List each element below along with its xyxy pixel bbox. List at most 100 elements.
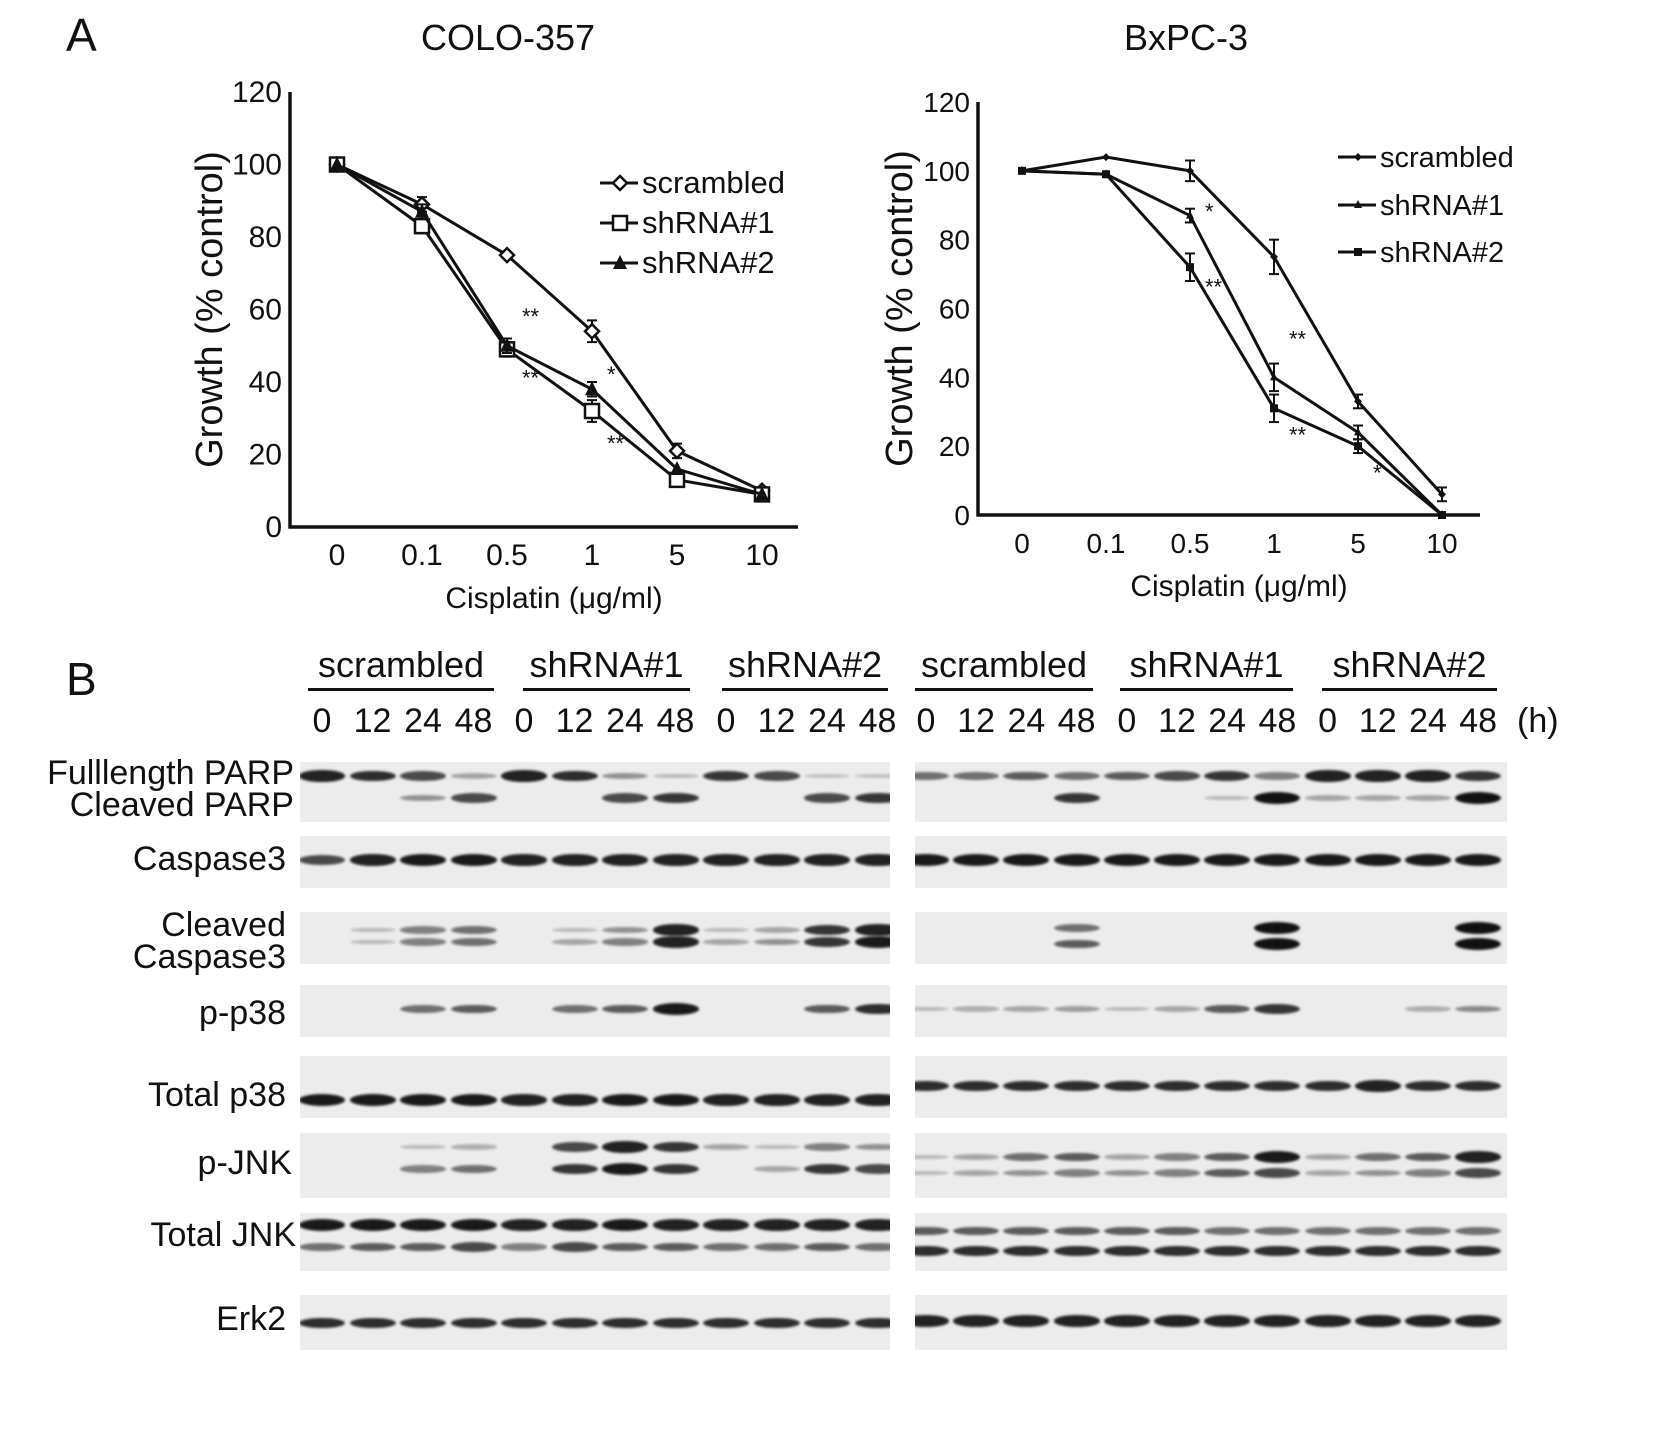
protein-band <box>915 1006 949 1012</box>
protein-band <box>854 1243 890 1251</box>
protein-band <box>602 1219 648 1231</box>
protein-band <box>450 1219 497 1231</box>
protein-band <box>602 1004 648 1014</box>
series-line <box>336 163 763 496</box>
protein-band <box>1254 772 1301 780</box>
protein-band <box>1254 854 1301 866</box>
legend-entry: shRNA#1 <box>600 205 775 240</box>
data-point <box>415 203 429 218</box>
protein-band <box>1455 1005 1502 1013</box>
series-line <box>1021 155 1444 496</box>
protein-band <box>349 927 396 933</box>
timepoint-label: 12 <box>1158 702 1196 740</box>
legend-entry: shRNA#2 <box>1338 237 1504 269</box>
protein-band <box>1003 1169 1050 1177</box>
protein-band <box>804 793 850 803</box>
significance-mark: ** <box>522 304 540 329</box>
blot-strip <box>300 1295 890 1350</box>
protein-band <box>1003 854 1050 866</box>
protein-band <box>1455 922 1502 934</box>
protein-band <box>804 773 850 779</box>
protein-band <box>1354 1080 1401 1092</box>
protein-band <box>953 1226 1000 1236</box>
protein-band <box>1405 1169 1451 1177</box>
x-tick-label: 10 <box>745 539 778 572</box>
protein-band <box>1053 1315 1100 1327</box>
protein-band <box>349 770 396 782</box>
blot-strip <box>300 836 890 888</box>
protein-band <box>1103 1169 1150 1177</box>
row-label: Total JNK <box>150 1216 297 1254</box>
protein-band <box>854 1317 890 1329</box>
protein-band <box>1405 1227 1451 1235</box>
protein-band <box>400 1242 446 1252</box>
protein-band <box>753 771 800 781</box>
protein-band <box>703 1243 749 1251</box>
protein-band <box>450 1144 497 1150</box>
protein-band <box>1455 1151 1502 1163</box>
panel-a-letter: A <box>66 9 97 61</box>
protein-band <box>1154 771 1200 781</box>
data-point <box>330 156 344 171</box>
protein-band <box>915 1315 949 1327</box>
protein-band <box>915 1080 949 1092</box>
protein-band <box>602 772 648 780</box>
protein-band <box>1304 770 1351 782</box>
protein-band <box>703 1219 749 1231</box>
protein-band <box>300 1219 345 1231</box>
protein-band <box>1053 772 1100 780</box>
protein-band <box>652 1317 699 1329</box>
protein-band <box>652 924 699 936</box>
protein-band <box>1204 1004 1251 1014</box>
protein-band <box>1204 1152 1251 1162</box>
protein-band <box>1154 1006 1200 1012</box>
legend-entry: shRNA#2 <box>600 245 775 280</box>
protein-band <box>1354 1169 1401 1177</box>
data-point <box>1270 404 1278 413</box>
timepoint-label: 24 <box>1007 702 1046 740</box>
data-point <box>668 442 686 460</box>
timepoint-label: 48 <box>1459 702 1498 740</box>
group-label-scrambled: scrambled <box>317 644 485 685</box>
protein-band <box>602 1317 648 1329</box>
protein-band <box>551 1317 598 1329</box>
significance-mark: ** <box>1289 423 1307 448</box>
legend-entry: shRNA#1 <box>1338 190 1504 222</box>
protein-band <box>1103 854 1150 866</box>
x-tick-label: 0.5 <box>1171 528 1210 559</box>
protein-band <box>953 1315 1000 1327</box>
protein-band <box>1254 1003 1301 1015</box>
protein-band <box>602 1242 648 1252</box>
protein-band <box>953 772 1000 780</box>
legend-marker <box>1354 153 1362 161</box>
protein-band <box>1304 1170 1351 1176</box>
protein-band <box>1254 1080 1301 1092</box>
legend-label: shRNA#2 <box>642 245 775 280</box>
protein-band <box>1053 1152 1100 1162</box>
protein-band <box>1053 1080 1100 1092</box>
protein-band <box>450 1317 497 1329</box>
protein-band <box>400 938 446 946</box>
timepoint-label: 48 <box>1057 702 1096 740</box>
data-point <box>1270 372 1278 381</box>
protein-band <box>551 1094 598 1106</box>
protein-band <box>1304 1080 1351 1092</box>
protein-band <box>1455 1315 1502 1327</box>
protein-band <box>450 1242 497 1252</box>
data-point <box>1438 490 1446 499</box>
blot-strip <box>300 762 890 822</box>
protein-band <box>854 1143 890 1151</box>
timepoint-label: 24 <box>404 702 442 740</box>
protein-band <box>652 773 699 779</box>
protein-band <box>1053 924 1100 932</box>
data-point <box>585 381 599 396</box>
protein-band <box>1254 922 1301 934</box>
protein-band <box>953 1080 1000 1092</box>
protein-band <box>551 1142 598 1152</box>
protein-band <box>1304 1227 1351 1235</box>
protein-band <box>400 854 446 866</box>
protein-band <box>652 1219 699 1231</box>
data-point <box>1186 263 1194 272</box>
data-point <box>1270 252 1278 261</box>
series-2 <box>330 156 769 501</box>
